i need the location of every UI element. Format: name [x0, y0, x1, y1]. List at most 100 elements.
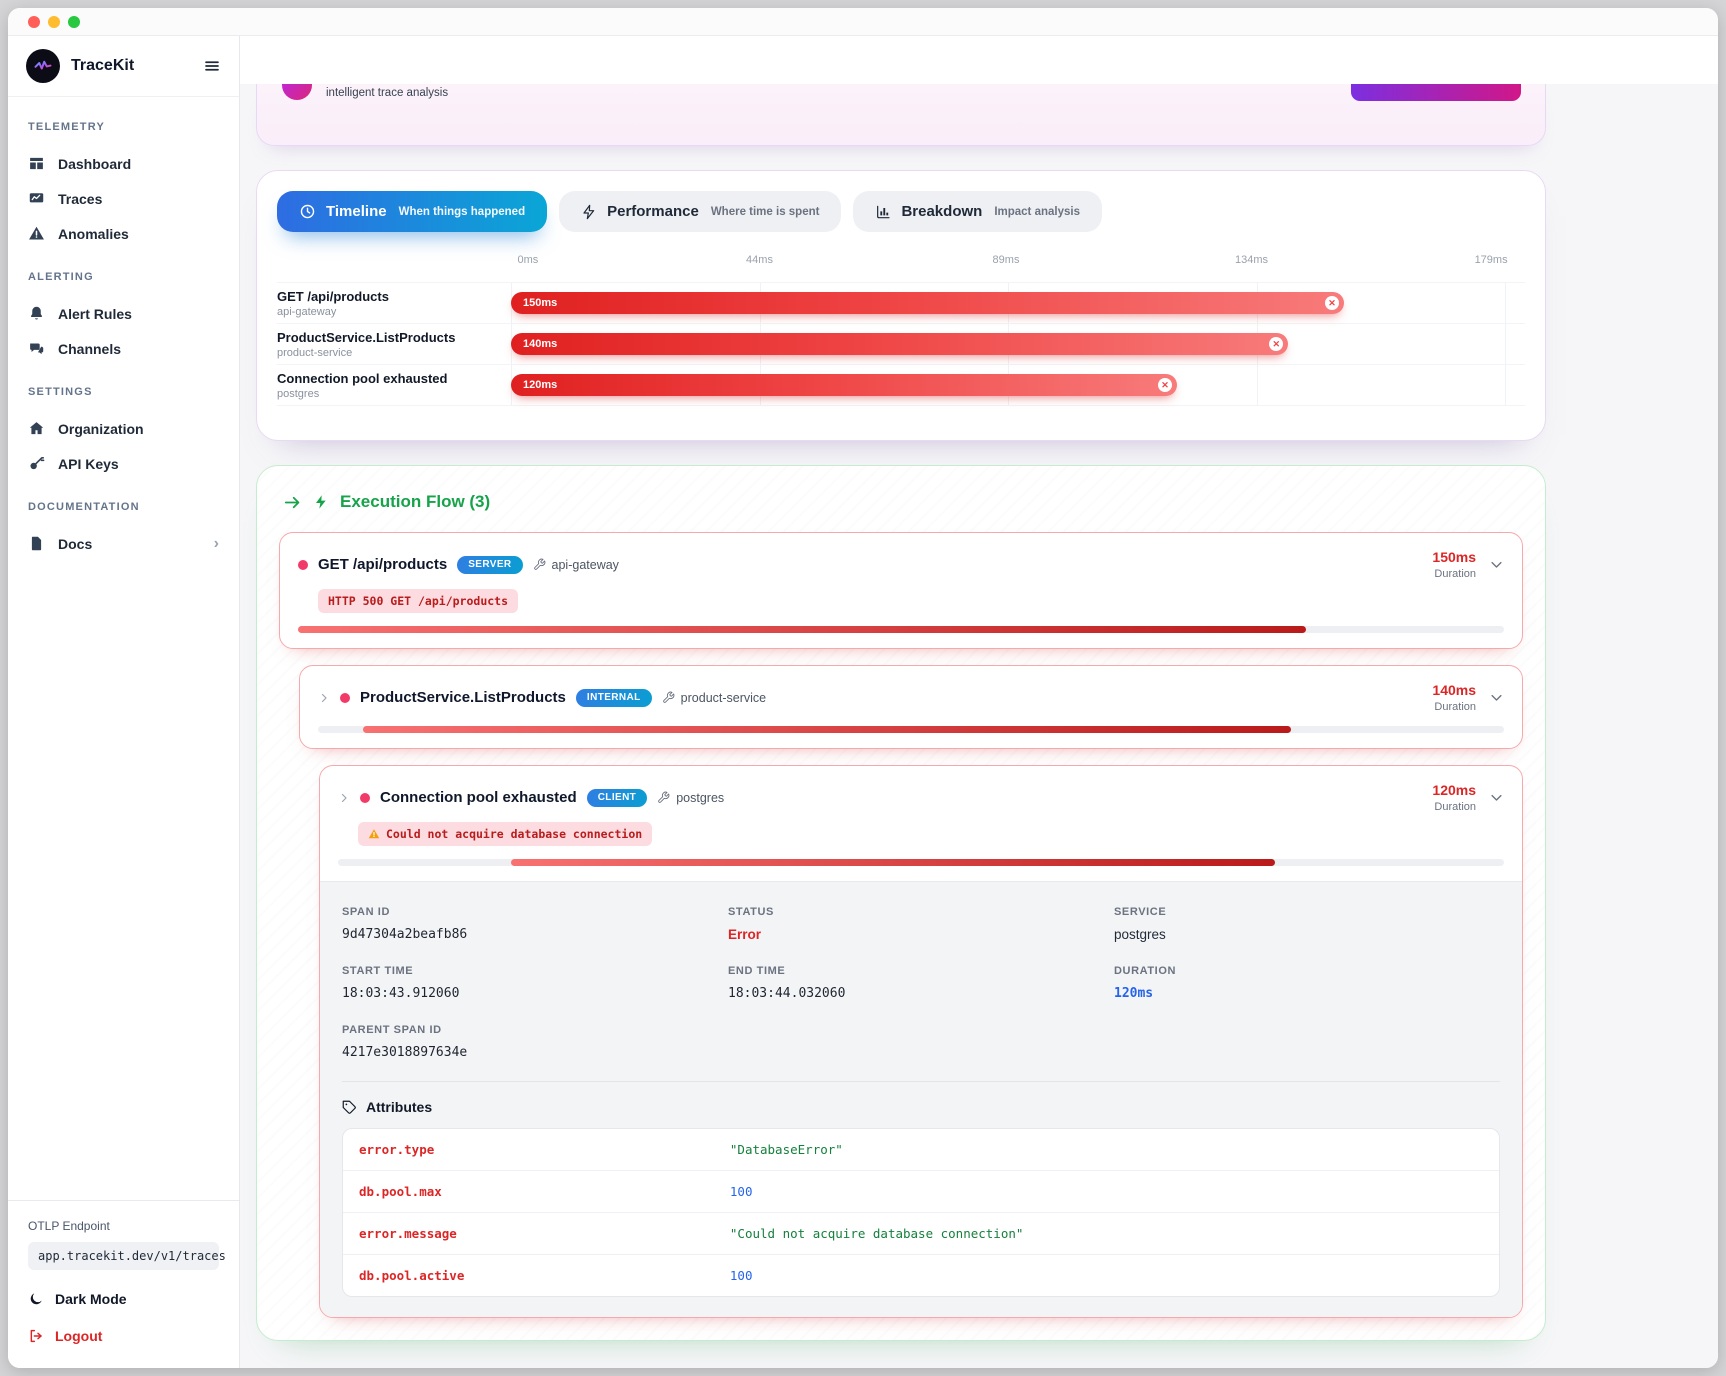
wrench-icon — [533, 558, 545, 570]
execution-flow-header: Execution Flow (3) — [283, 492, 1523, 512]
banner-subtitle: intelligent trace analysis — [326, 87, 449, 99]
detail-status: STATUS Error — [728, 906, 1114, 942]
view-tabs: Timeline When things happened Performanc… — [277, 191, 1525, 232]
span-card-header[interactable]: ProductService.ListProducts INTERNAL pro… — [300, 666, 1522, 748]
sidebar-item-api-keys[interactable]: API Keys — [28, 446, 219, 481]
chevron-down-icon[interactable] — [1489, 557, 1504, 572]
span-duration: 120ms — [1432, 782, 1476, 798]
duration-stack: 120ms Duration — [1432, 782, 1476, 813]
span-details-panel: SPAN ID 9d47304a2beafb86 STATUS Error SE… — [320, 881, 1522, 1317]
tab-performance[interactable]: Performance Where time is spent — [559, 191, 842, 232]
span-service-label: api-gateway — [551, 557, 619, 572]
logout-button[interactable]: Logout — [28, 1328, 219, 1344]
section-label-telemetry: TELEMETRY — [28, 121, 106, 133]
span-card-connection-pool: Connection pool exhausted CLIENT postgre… — [319, 765, 1523, 1318]
error-x-icon: ✕ — [1324, 296, 1339, 310]
span-duration-label: Duration — [1434, 568, 1476, 580]
sidebar-item-label: Channels — [58, 340, 122, 357]
timeline-row: ProductService.ListProducts product-serv… — [277, 324, 1525, 365]
sidebar-item-docs[interactable]: Docs › — [28, 526, 219, 561]
attribute-value: "Could not acquire database connection" — [729, 1226, 1024, 1241]
sidebar-item-anomalies[interactable]: Anomalies — [28, 216, 219, 251]
minimize-window-button[interactable] — [48, 15, 60, 28]
banner-badge-icon — [282, 84, 312, 100]
span-service: postgres — [277, 387, 320, 400]
bar-duration-label: 120ms — [523, 379, 558, 391]
tag-icon — [342, 1100, 356, 1114]
sidebar-item-organization[interactable]: Organization — [28, 411, 219, 446]
span-card-header[interactable]: GET /api/products SERVER api-gateway 150… — [280, 533, 1522, 648]
dark-mode-toggle[interactable]: Dark Mode — [28, 1291, 219, 1307]
span-title: GET /api/products — [318, 556, 448, 573]
span-name: ProductService.ListProducts — [277, 329, 456, 345]
sidebar-item-traces[interactable]: Traces — [28, 181, 219, 216]
span-title: Connection pool exhausted — [380, 789, 577, 806]
span-progress-track — [338, 859, 1504, 866]
span-progress-fill — [363, 726, 1291, 733]
clock-icon — [300, 204, 315, 219]
hamburger-icon — [205, 61, 219, 71]
span-kind-badge: CLIENT — [586, 788, 648, 807]
banner-action-button[interactable] — [1351, 84, 1521, 101]
span-service: api-gateway — [277, 305, 337, 318]
window-titlebar — [8, 8, 1718, 36]
span-card-header[interactable]: Connection pool exhausted CLIENT postgre… — [320, 766, 1522, 881]
attribute-row: db.pool.active 100 — [343, 1254, 1499, 1296]
tracekit-logo — [26, 49, 60, 83]
timeline-bar[interactable]: 150ms ✕ — [511, 292, 1344, 314]
axis-tick: 89ms — [992, 254, 1020, 266]
chevron-right-icon: › — [213, 534, 219, 552]
execution-flow-card: Execution Flow (3) GET /api/products SER… — [256, 465, 1546, 1341]
timeline-card: Timeline When things happened Performanc… — [256, 170, 1546, 441]
span-progress-fill — [298, 626, 1307, 633]
close-window-button[interactable] — [28, 15, 40, 28]
chevron-right-icon[interactable] — [338, 792, 350, 804]
warning-chip: Could not acquire database connection — [358, 822, 653, 846]
moon-icon — [30, 1293, 42, 1305]
sidebar-item-channels[interactable]: Channels — [28, 331, 219, 366]
lightning-icon — [316, 495, 326, 509]
span-service-label: product-service — [680, 690, 767, 705]
span-service: api-gateway — [533, 558, 619, 572]
attribute-row: error.message "Could not acquire databas… — [343, 1212, 1499, 1254]
app-window: TraceKit TELEMETRY Dashboard Traces — [8, 8, 1718, 1368]
sidebar-item-dashboard[interactable]: Dashboard — [28, 146, 219, 181]
span-kind-badge: SERVER — [457, 555, 523, 574]
timeline-bar[interactable]: 120ms ✕ — [511, 374, 1177, 396]
sidebar-nav: TELEMETRY Dashboard Traces Anomalies ALE… — [8, 97, 239, 1200]
wrench-icon — [658, 791, 670, 803]
chevron-down-icon[interactable] — [1489, 690, 1504, 705]
tab-breakdown[interactable]: Breakdown Impact analysis — [853, 191, 1102, 232]
attribute-value: "DatabaseError" — [729, 1142, 843, 1157]
sidebar-footer: OTLP Endpoint app.tracekit.dev/v1/traces… — [8, 1200, 239, 1368]
attribute-key: db.pool.active — [359, 1268, 465, 1283]
sidebar-item-label: Organization — [58, 420, 144, 437]
dashboard-icon — [30, 157, 43, 170]
bar-duration-label: 150ms — [523, 297, 558, 309]
status-error-value: Error — [728, 927, 762, 942]
http-error-chip: HTTP 500 GET /api/products — [318, 589, 519, 613]
span-progress-track — [298, 626, 1504, 633]
zoom-window-button[interactable] — [68, 15, 80, 28]
lightning-icon — [583, 204, 595, 219]
span-title: ProductService.ListProducts — [360, 689, 566, 706]
chevron-down-icon[interactable] — [1489, 790, 1504, 805]
chevron-right-icon[interactable] — [318, 692, 330, 704]
span-card-listproducts: ProductService.ListProducts INTERNAL pro… — [299, 665, 1523, 749]
dark-mode-label: Dark Mode — [55, 1291, 127, 1307]
sidebar: TraceKit TELEMETRY Dashboard Traces — [8, 36, 240, 1368]
bar-chart-icon — [877, 205, 891, 218]
attribute-value: 100 — [729, 1184, 753, 1199]
span-kind-badge: INTERNAL — [575, 688, 652, 707]
timeline-row: Connection pool exhausted postgres 120ms… — [277, 365, 1525, 406]
attribute-value: 100 — [729, 1268, 753, 1283]
duration-stack: 140ms Duration — [1432, 682, 1476, 713]
home-icon — [29, 422, 44, 435]
brand-name: TraceKit — [71, 57, 135, 74]
wrench-icon — [662, 691, 675, 703]
attribute-row: db.pool.max 100 — [343, 1170, 1499, 1212]
tab-timeline[interactable]: Timeline When things happened — [277, 191, 548, 232]
sidebar-item-alert-rules[interactable]: Alert Rules — [28, 296, 219, 331]
timeline-bar[interactable]: 140ms ✕ — [511, 333, 1289, 355]
menu-toggle-button[interactable] — [203, 57, 221, 75]
